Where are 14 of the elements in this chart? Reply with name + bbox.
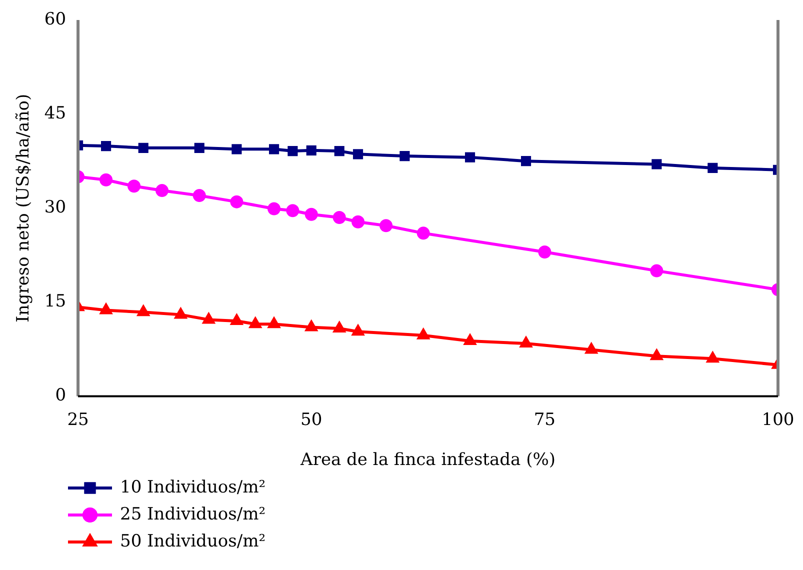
x-tick-label: 100 <box>762 410 794 430</box>
x-tick-label: 75 <box>534 410 556 430</box>
x-tick-label: 50 <box>300 410 322 430</box>
legend-label: 50 Individuos/m² <box>120 531 266 552</box>
x-tick-label: 25 <box>67 410 89 430</box>
legend-label: 10 Individuos/m² <box>120 477 266 498</box>
y-tick-label: 30 <box>44 198 66 218</box>
legend-label: 25 Individuos/m² <box>120 504 266 524</box>
y-tick-label: 45 <box>44 103 66 124</box>
y-tick-label: 60 <box>44 9 66 30</box>
y-tick-label: 15 <box>44 292 66 312</box>
y-axis-title: Ingreso neto (US$/ha/año) <box>14 94 34 322</box>
x-axis-title: Area de la finca infestada (%) <box>300 450 556 470</box>
y-tick-label: 0 <box>55 386 66 406</box>
